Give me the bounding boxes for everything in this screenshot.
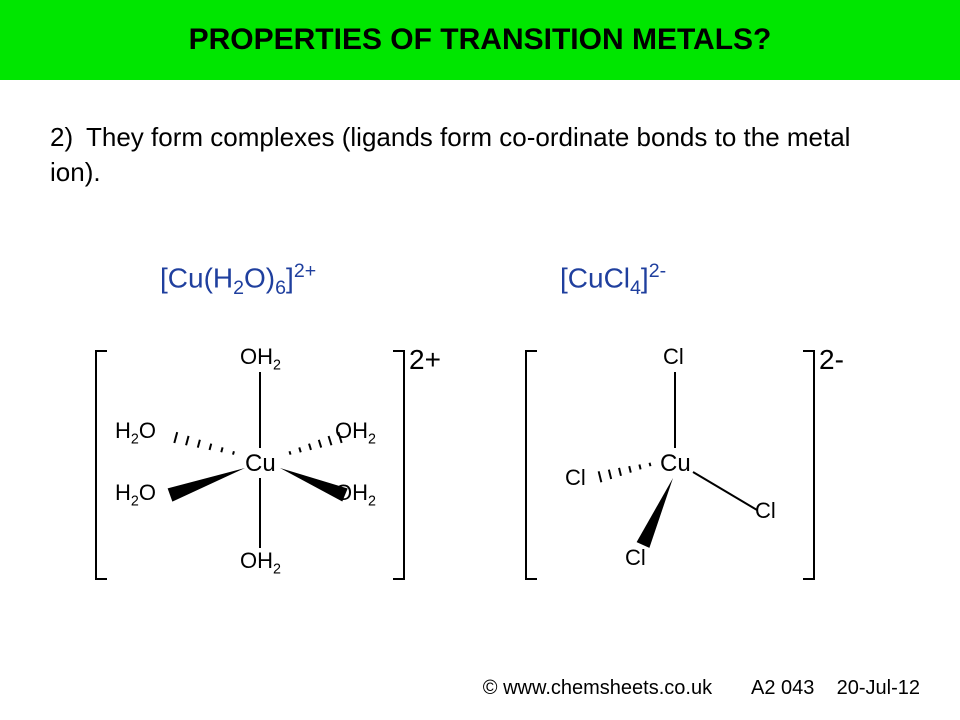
ligand-label: H2O	[115, 480, 156, 509]
formula-hexaaqua: [Cu(H2O)6]2+	[160, 260, 316, 300]
ligand-label: Cl	[663, 344, 684, 370]
center-atom: Cu	[245, 450, 276, 478]
ligand-label: Cl	[625, 545, 646, 571]
item-number: 2)	[50, 120, 86, 155]
body-text: 2)They form complexes (ligands form co-o…	[50, 120, 900, 190]
footer-date: 20-Jul-12	[837, 677, 920, 699]
ligand-label: Cl	[565, 465, 586, 491]
diagram-tetrahedral: 2-CuClClClCl	[525, 350, 815, 580]
center-atom: Cu	[660, 450, 691, 478]
footer-copyright: © www.chemsheets.co.uk	[483, 677, 712, 699]
header-title: PROPERTIES OF TRANSITION METALS?	[189, 23, 772, 57]
ligand-label: H2O	[115, 418, 156, 447]
footer: © www.chemsheets.co.uk A2 043 20-Jul-12	[483, 677, 920, 700]
diagram-octahedral: 2+CuOH2OH2H2OOH2H2OOH2	[95, 350, 405, 580]
diagram-container: 2+CuOH2OH2H2OOH2H2OOH2 2-CuClClClCl	[0, 350, 960, 610]
ligand-label: OH2	[335, 418, 376, 447]
ligand-label: OH2	[240, 548, 281, 577]
formula-tetrachloro: [CuCl4]2-	[560, 260, 666, 300]
ligand-label: OH2	[335, 480, 376, 509]
ligand-label: Cl	[755, 498, 776, 524]
ligand-label: OH2	[240, 344, 281, 373]
footer-ref: A2 043	[751, 677, 814, 699]
item-text: They form complexes (ligands form co-ord…	[50, 122, 850, 187]
header-bar: PROPERTIES OF TRANSITION METALS?	[0, 0, 960, 80]
